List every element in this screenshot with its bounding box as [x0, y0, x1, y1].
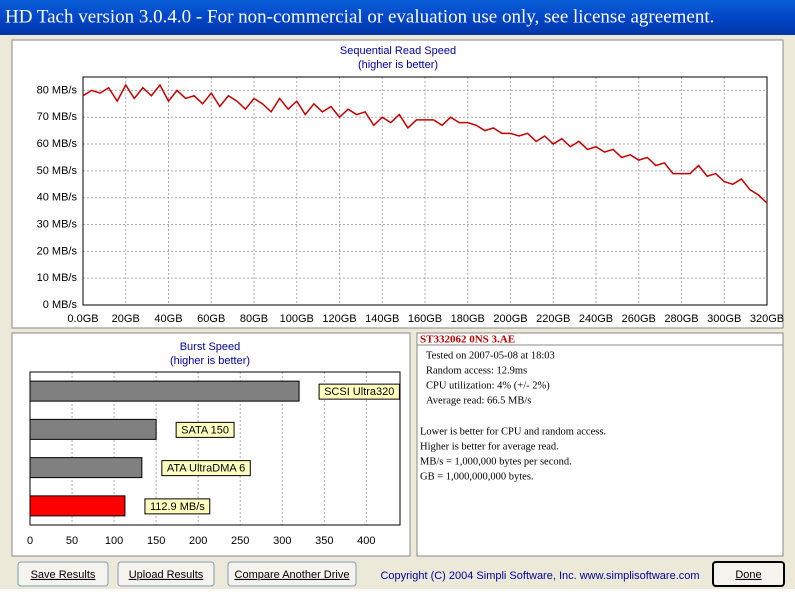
button[interactable] [712, 561, 785, 587]
title-bar [0, 0, 795, 35]
x-tick-label: 80GB [240, 313, 268, 325]
y-tick-label: 50 MB/s [37, 165, 78, 177]
burst-panel [11, 332, 411, 557]
x-tick-label: 20GB [112, 313, 140, 325]
bar-label: 112.9 MB/s [150, 501, 205, 513]
chart-title: Burst Speed [180, 341, 241, 353]
info-stat: Tested on 2007-05-08 at 18:03 [426, 350, 555, 361]
chart-subtitle: (higher is better) [358, 59, 438, 71]
chart-subtitle: (higher is better) [170, 355, 250, 367]
x-tick-label: 120GB [322, 313, 356, 325]
x-tick-label: 60GB [197, 313, 225, 325]
button-label[interactable]: Compare Another Drive [235, 569, 350, 581]
x-tick-label: 280GB [664, 313, 698, 325]
y-tick-label: 0 MB/s [43, 299, 78, 311]
y-tick-label: 30 MB/s [37, 218, 78, 230]
bar-label-box [175, 421, 235, 438]
x-tick-label: 240GB [579, 313, 613, 325]
button[interactable] [117, 561, 215, 587]
x-tick-label: 100 [105, 535, 123, 547]
x-tick-label: 180GB [451, 313, 485, 325]
x-tick-label: 200 [189, 535, 207, 547]
info-stat: CPU utilization: 4% (+/- 2%) [426, 380, 550, 391]
chart-title: Sequential Read Speed [340, 45, 456, 57]
button[interactable] [227, 561, 357, 587]
info-note: Higher is better for average read. [420, 441, 559, 452]
x-tick-label: 260GB [622, 313, 656, 325]
bar-label-box [161, 460, 251, 477]
y-tick-label: 60 MB/s [37, 138, 78, 150]
window-title: HD Tach version 3.0.4.0 - For non-commer… [5, 6, 714, 27]
x-tick-label: 200GB [493, 313, 527, 325]
plot-frame [29, 371, 401, 526]
button-label[interactable]: Upload Results [129, 569, 204, 581]
x-tick-label: 0 [27, 535, 33, 547]
x-tick-label: 400 [357, 535, 375, 547]
bar-label: ATA UltraDMA 6 [167, 463, 245, 475]
x-tick-label: 100GB [280, 313, 314, 325]
bar [29, 380, 300, 402]
drive-name: ST332062 0NS 3.AE [420, 334, 515, 346]
info-note: Lower is better for CPU and random acces… [420, 426, 606, 437]
y-tick-label: 80 MB/s [37, 84, 78, 96]
button[interactable] [17, 561, 109, 587]
y-tick-label: 20 MB/s [37, 245, 78, 257]
x-tick-label: 220GB [536, 313, 570, 325]
y-tick-label: 10 MB/s [37, 272, 78, 284]
x-tick-label: 350 [315, 535, 333, 547]
read-line [82, 83, 768, 204]
x-tick-label: 150 [147, 535, 165, 547]
info-panel [416, 332, 784, 557]
info-note: GB = 1,000,000,000 bytes. [420, 471, 534, 482]
y-tick-label: 40 MB/s [37, 192, 78, 204]
x-tick-label: 50 [66, 535, 78, 547]
plot-frame [82, 76, 768, 306]
x-tick-label: 250 [231, 535, 249, 547]
x-tick-label: 0.0GB [67, 313, 98, 325]
read-panel [11, 39, 784, 329]
bar-label-box [144, 498, 211, 515]
x-tick-label: 300GB [707, 313, 741, 325]
bar [29, 418, 157, 440]
info-note: MB/s = 1,000,000 bytes per second. [420, 456, 572, 467]
bar-label-box [318, 383, 400, 400]
x-tick-label: 40GB [154, 313, 182, 325]
x-tick-label: 320GB [750, 313, 784, 325]
bar [29, 495, 126, 517]
info-stat: Average read: 66.5 MB/s [426, 395, 531, 406]
info-stat: Random access: 12.9ms [426, 365, 527, 376]
x-tick-label: 140GB [365, 313, 399, 325]
bar [29, 457, 143, 479]
button-label[interactable]: Save Results [31, 569, 96, 581]
x-tick-label: 300 [273, 535, 291, 547]
bar-label: SCSI Ultra320 [324, 386, 394, 398]
bar-label: SATA 150 [181, 424, 229, 436]
x-tick-label: 160GB [408, 313, 442, 325]
button-label[interactable]: Done [735, 569, 761, 581]
y-tick-label: 70 MB/s [37, 111, 78, 123]
copyright: Copyright (C) 2004 Simpli Software, Inc.… [380, 570, 699, 582]
